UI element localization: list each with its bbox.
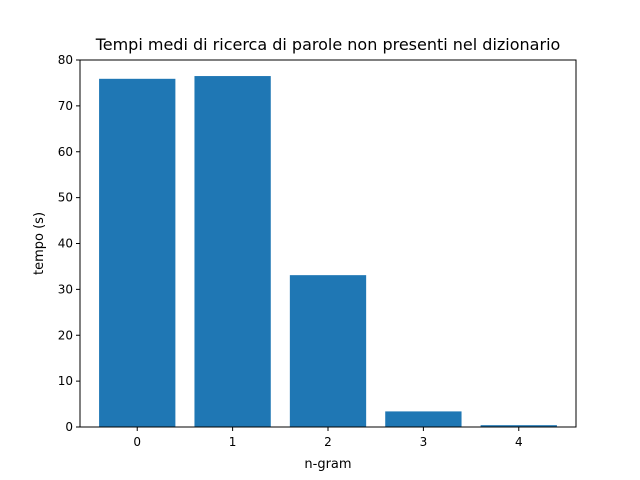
bar-1 xyxy=(194,76,271,428)
y-tick-label: 10 xyxy=(58,374,73,388)
plot-area-frame xyxy=(79,59,577,428)
y-tick-label: 0 xyxy=(65,420,73,434)
bar-4 xyxy=(480,425,557,427)
x-tick-label: 4 xyxy=(515,435,523,449)
bars-group xyxy=(99,76,557,428)
y-tick-label: 30 xyxy=(58,282,73,296)
x-tick-label: 1 xyxy=(229,435,237,449)
y-tick-label: 70 xyxy=(58,99,73,113)
y-tick-label: 40 xyxy=(58,237,73,251)
y-tick-label: 20 xyxy=(58,328,73,342)
y-axis-label: tempo (s) xyxy=(32,212,47,275)
x-tick-label: 2 xyxy=(324,435,332,449)
x-axis-ticks: 0 1 2 3 4 xyxy=(133,427,523,449)
bar-3 xyxy=(385,411,462,427)
bar-0 xyxy=(99,78,176,427)
y-tick-label: 60 xyxy=(58,145,73,159)
x-tick-label: 0 xyxy=(133,435,141,449)
bar-2 xyxy=(289,275,367,427)
y-tick-label: 50 xyxy=(58,191,73,205)
x-axis-label: n-gram xyxy=(304,457,351,472)
x-tick-label: 3 xyxy=(420,435,428,449)
y-tick-label: 80 xyxy=(58,53,73,67)
chart-title: Tempi medi di ricerca di parole non pres… xyxy=(95,35,561,54)
y-axis-ticks: 0 10 20 30 40 50 60 70 80 xyxy=(58,53,80,434)
